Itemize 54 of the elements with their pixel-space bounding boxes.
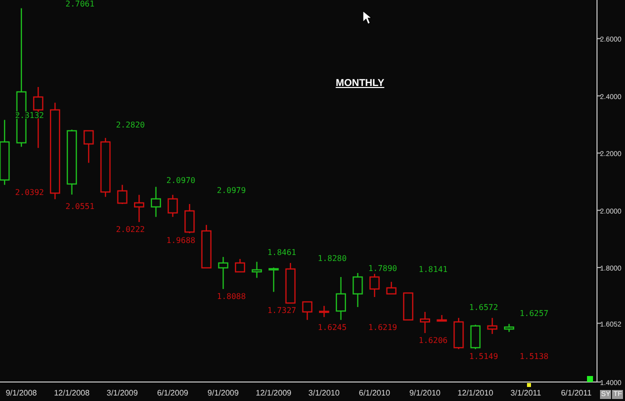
x-tick-label: 6/1/2011 xyxy=(560,388,592,398)
candlestick xyxy=(168,194,178,218)
annotation: 2.7061 xyxy=(66,0,95,8)
annotation: 1.8088 xyxy=(216,292,246,302)
candlestick xyxy=(268,266,279,292)
candlestick xyxy=(234,258,246,272)
candlestick xyxy=(302,301,312,321)
x-tick-label: 9/1/2008 xyxy=(6,388,38,398)
annotation: 1.8280 xyxy=(318,254,347,263)
annotation: 2.0979 xyxy=(216,186,246,195)
candlestick xyxy=(252,261,262,278)
candlestick xyxy=(218,256,228,290)
annotation: 2.0392 xyxy=(15,188,44,197)
candlestick xyxy=(352,272,363,308)
annotation: 2.0222 xyxy=(116,225,146,234)
candlestick xyxy=(318,305,330,318)
annotation: 2.2820 xyxy=(116,120,146,130)
candlestick xyxy=(150,186,162,218)
annotation: 1.5149 xyxy=(469,352,498,362)
candlestick xyxy=(487,317,498,335)
annotation: 1.6257 xyxy=(520,308,549,318)
candlestick xyxy=(436,314,447,322)
annotation: 1.9688 xyxy=(166,236,196,246)
candlestick xyxy=(134,194,144,223)
candlestick xyxy=(386,281,396,294)
x-tick-label: 3/1/2010 xyxy=(308,388,340,398)
x-tick-label: 12/1/2010 xyxy=(458,388,494,398)
x-tick-label: 6/1/2010 xyxy=(358,388,391,398)
annotation: 1.5138 xyxy=(520,352,549,362)
annotation: 1.7327 xyxy=(267,306,296,316)
annotation: 1.6572 xyxy=(469,302,498,312)
annotation: 1.6219 xyxy=(368,322,398,332)
candlestick xyxy=(369,273,380,298)
annotation: 1.7890 xyxy=(368,264,398,273)
candlestick xyxy=(470,324,481,350)
candlestick xyxy=(420,311,430,334)
candlestick xyxy=(84,130,94,164)
x-tick-label: 6/1/2009 xyxy=(157,388,189,398)
annotation: 1.6245 xyxy=(318,322,347,332)
annotation: 1.8141 xyxy=(418,264,448,274)
candlestick xyxy=(336,276,346,321)
x-tick-label: 9/1/2010 xyxy=(409,388,442,398)
x-tick-label: 9/1/2009 xyxy=(208,388,240,398)
candlestick xyxy=(184,203,195,234)
x-tick-label: 12/1/2009 xyxy=(256,388,292,398)
x-tick-label: 3/1/2009 xyxy=(106,388,138,398)
x-tick-label: 12/1/2008 xyxy=(54,388,90,398)
annotation: 2.0551 xyxy=(66,202,95,212)
x-tick-label: 3/1/2011 xyxy=(510,388,542,398)
annotation: 2.0970 xyxy=(166,176,196,185)
annotation: 1.6206 xyxy=(418,336,448,346)
candlestick xyxy=(117,184,128,205)
text: MONTHLY xyxy=(334,78,386,89)
annotation: 1.8461 xyxy=(267,248,296,257)
